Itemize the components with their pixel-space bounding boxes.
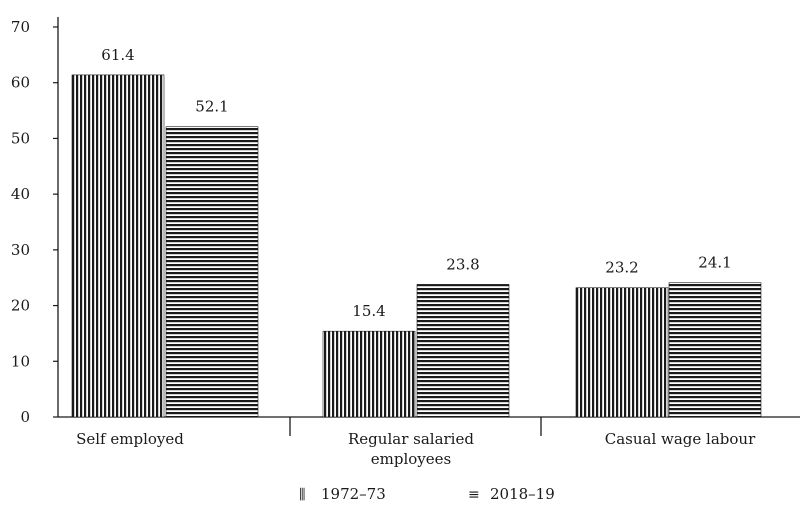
legend-label: 2018–19 — [490, 485, 555, 503]
bars — [71, 74, 762, 418]
legend-swatch-icon: ⫼ — [299, 487, 305, 503]
y-tick-label: 40 — [11, 185, 30, 203]
bar-value-label: 52.1 — [195, 98, 228, 116]
y-tick-label: 10 — [11, 352, 30, 370]
y-tick-label: 70 — [11, 18, 30, 36]
legend-label: 1972–73 — [321, 485, 386, 503]
legend: ⫼ 1972–73 ≡ 2018–19 — [299, 485, 555, 503]
y-tick-label: 0 — [20, 408, 30, 426]
x-category-label: Casual wage labour — [605, 430, 756, 448]
bar-series2-2 — [668, 282, 762, 418]
x-category-label: Self employed — [76, 430, 184, 448]
bar-series1-1 — [322, 330, 416, 418]
y-tick-label: 50 — [11, 129, 30, 147]
bar-value-label: 24.1 — [698, 254, 731, 272]
y-tick-label: 20 — [11, 297, 30, 315]
bar-value-label: 23.2 — [605, 259, 638, 277]
y-tick-label: 30 — [11, 241, 30, 259]
bar-value-label: 23.8 — [446, 255, 479, 273]
bar-value-label: 15.4 — [352, 302, 385, 320]
y-tick-label: 60 — [11, 74, 30, 92]
y-axis: 0 10 20 30 40 50 60 70 — [11, 17, 59, 426]
bar-series2-0 — [165, 126, 259, 418]
bar-series2-1 — [416, 284, 510, 418]
bar-value-label: 61.4 — [101, 46, 134, 64]
bar-series1-0 — [71, 74, 165, 418]
legend-swatch-icon: ≡ — [468, 487, 480, 503]
category-labels: Self employed Regular salaried employees Ca… — [76, 430, 756, 468]
bar-series1-2 — [575, 287, 669, 418]
value-labels: 61.4 15.4 23.2 52.1 23.8 24.1 — [101, 46, 731, 320]
x-category-label: employees — [371, 450, 451, 468]
x-category-label: Regular salaried — [348, 430, 474, 448]
